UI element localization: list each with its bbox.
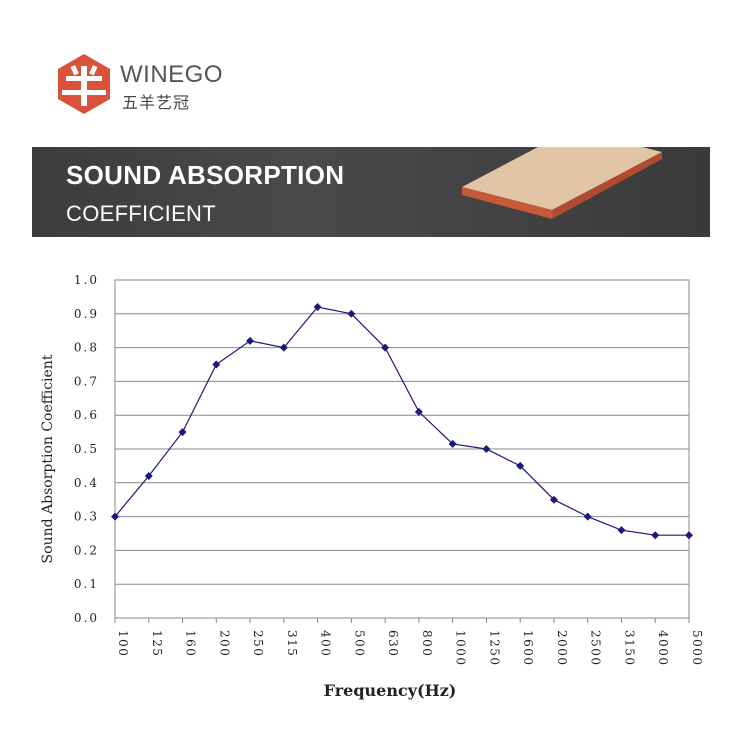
x-tick-label: 1000 — [454, 630, 468, 667]
data-point — [414, 407, 423, 416]
banner-subtitle: COEFFICIENT — [66, 201, 216, 226]
x-tick-label: 500 — [352, 630, 366, 657]
x-tick-label: 1600 — [521, 630, 535, 667]
y-tick-label: 0.5 — [74, 442, 99, 456]
y-tick-label: 0.3 — [74, 510, 99, 524]
y-tick-label: 0.6 — [74, 408, 99, 422]
data-point — [651, 531, 660, 540]
x-tick-label: 2500 — [589, 630, 603, 667]
data-point — [516, 461, 525, 470]
x-tick-label: 3150 — [622, 630, 636, 667]
board-illustration — [462, 147, 662, 219]
data-point — [549, 495, 558, 504]
data-point — [246, 336, 255, 345]
data-point — [144, 472, 153, 481]
data-point — [178, 428, 187, 437]
data-line — [114, 306, 689, 536]
data-point — [313, 303, 322, 312]
y-tick-label: 0.4 — [74, 476, 99, 490]
data-point — [448, 439, 457, 448]
x-tick-label: 125 — [150, 630, 164, 657]
x-axis-label: Frequency(Hz) — [324, 681, 457, 700]
banner: SOUND ABSORPTION COEFFICIENT — [32, 147, 710, 237]
data-point — [212, 360, 221, 369]
y-tick-label: 0.8 — [74, 341, 99, 355]
x-tick-label: 250 — [251, 630, 265, 657]
banner-title: SOUND ABSORPTION — [66, 160, 345, 190]
y-tick-label: 0.9 — [74, 307, 99, 321]
y-tick-label: 0.1 — [74, 577, 99, 591]
data-point — [279, 343, 288, 352]
y-tick-label: 0.0 — [74, 611, 99, 625]
x-tick-label: 100 — [116, 630, 130, 657]
data-point — [381, 343, 390, 352]
logo-icon — [58, 54, 110, 114]
y-tick-label: 0.2 — [74, 543, 99, 557]
x-tick-label: 160 — [184, 630, 198, 657]
x-tick-label: 1250 — [487, 630, 501, 667]
data-point — [583, 512, 592, 521]
x-tick-label: 4000 — [656, 630, 670, 667]
x-tick-label: 200 — [217, 630, 231, 657]
x-tick-label: 315 — [285, 630, 299, 657]
data-point — [347, 309, 356, 318]
x-tick-label: 800 — [420, 630, 434, 657]
chart: Frequency(Hz) Sound Absorption Coefficie… — [40, 273, 704, 700]
y-tick-label: 1.0 — [74, 273, 99, 287]
y-axis-label: Sound Absorption Coefficient — [40, 354, 56, 563]
x-tick-label: 2000 — [555, 630, 569, 667]
brand-subtitle: 五羊艺冠 — [122, 93, 191, 112]
x-tick-label: 400 — [319, 630, 333, 657]
data-point — [111, 512, 119, 521]
data-point — [482, 445, 491, 453]
x-tick-label: 630 — [386, 630, 400, 657]
logo: WINEGO 五羊艺冠 — [52, 52, 232, 116]
data-point — [685, 531, 693, 540]
data-point — [617, 526, 626, 535]
brand-name: WINEGO — [120, 61, 223, 88]
y-tick-label: 0.7 — [74, 374, 99, 388]
x-tick-label: 5000 — [690, 630, 704, 667]
